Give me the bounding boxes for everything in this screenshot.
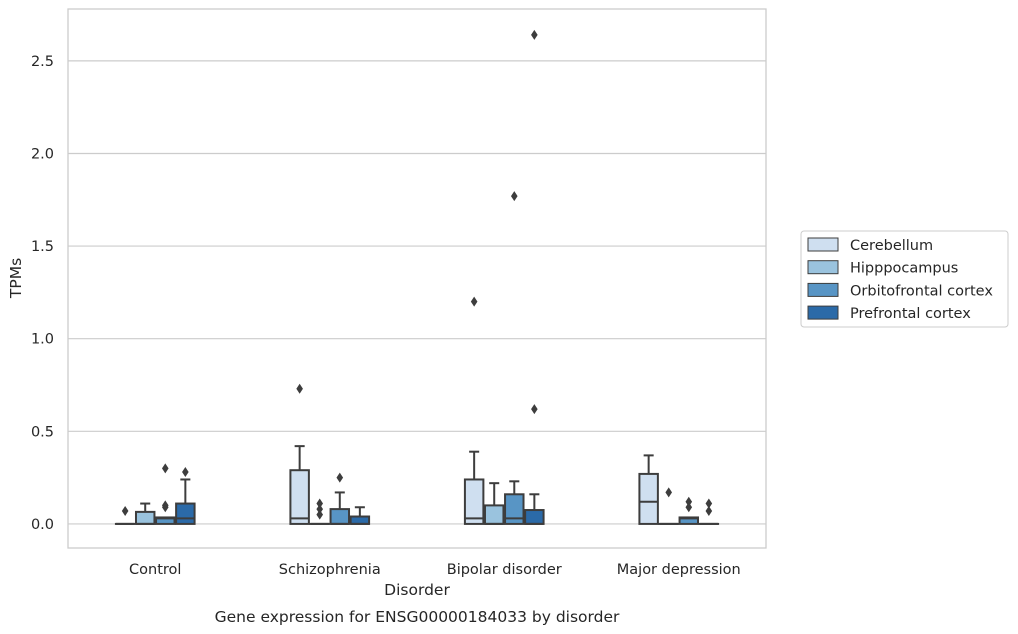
legend-label: Hipppocampus (850, 261, 958, 277)
box (289, 383, 310, 525)
y-axis-label: TPMs (7, 258, 25, 299)
legend-label: Cerebellum (850, 238, 933, 254)
y-tick-labels: 0.0 0.5 1.0 1.5 2.0 2.5 (31, 54, 54, 533)
legend-swatch (807, 260, 839, 275)
outlier-point (316, 509, 324, 520)
outlier-point (316, 498, 324, 509)
grid-lines (68, 60, 766, 525)
chart-title: Gene expression for ENSG00000184033 by d… (215, 608, 620, 626)
y-tick-label: 1.0 (31, 332, 54, 348)
outlier-point (182, 467, 189, 478)
box (114, 505, 136, 525)
x-tick-label: Bipolar disorder (447, 562, 562, 578)
outlier-point (705, 505, 713, 516)
box (658, 487, 679, 525)
box (329, 472, 351, 525)
box-body (504, 493, 525, 525)
box-body (175, 502, 196, 525)
box-body (638, 472, 659, 525)
box (678, 496, 700, 525)
box (155, 463, 176, 525)
x-tick-label: Major depression (617, 562, 741, 578)
legend: Cerebellum Hipppocampus Orbitofrontal cort… (800, 230, 1009, 328)
outlier-point (685, 502, 693, 513)
outlier-point (161, 463, 169, 474)
box-body (134, 510, 156, 525)
box (175, 467, 196, 525)
box-series (114, 29, 720, 525)
outlier-point (336, 472, 344, 483)
outlier-point (316, 504, 324, 515)
outlier-point (510, 191, 518, 202)
outlier-point (665, 487, 673, 498)
outlier-point (685, 496, 693, 507)
box (309, 498, 330, 525)
y-tick-label: 1.5 (31, 239, 54, 255)
box (463, 296, 485, 525)
box (483, 482, 505, 525)
outlier-point (470, 296, 478, 307)
legend-frame (800, 230, 1009, 328)
outlier-point (161, 500, 169, 511)
box-body (463, 478, 485, 525)
outlier-point (121, 505, 129, 516)
y-tick-label: 2.0 (31, 146, 54, 162)
box-body (289, 469, 310, 525)
y-tick-label: 2.5 (31, 54, 54, 70)
outlier-point (296, 383, 303, 394)
plot-frame (67, 8, 767, 549)
legend-swatch (807, 282, 839, 297)
outlier-point (705, 498, 713, 509)
box-body (483, 504, 505, 525)
outlier-point (531, 29, 538, 40)
box (134, 502, 156, 525)
box (638, 454, 659, 525)
outlier-point (531, 404, 538, 415)
x-axis-label: Disorder (384, 581, 450, 599)
legend-label: Prefrontal cortex (850, 306, 971, 322)
box (349, 506, 371, 525)
box-body (524, 509, 545, 525)
legend-swatch (807, 305, 839, 320)
box (698, 498, 720, 525)
x-tick-label: Schizophrenia (279, 562, 381, 578)
legend-swatch (807, 237, 839, 252)
box (504, 191, 525, 525)
y-tick-label: 0.5 (31, 424, 54, 440)
y-tick-label: 0.0 (31, 517, 54, 533)
x-tick-label: Control (129, 562, 181, 578)
legend-label: Orbitofrontal cortex (850, 283, 993, 299)
box-body (349, 515, 371, 525)
x-tick-labels: Control Schizophrenia Bipolar disorder Majo… (129, 562, 741, 578)
box-body (329, 508, 351, 525)
box (524, 29, 545, 525)
